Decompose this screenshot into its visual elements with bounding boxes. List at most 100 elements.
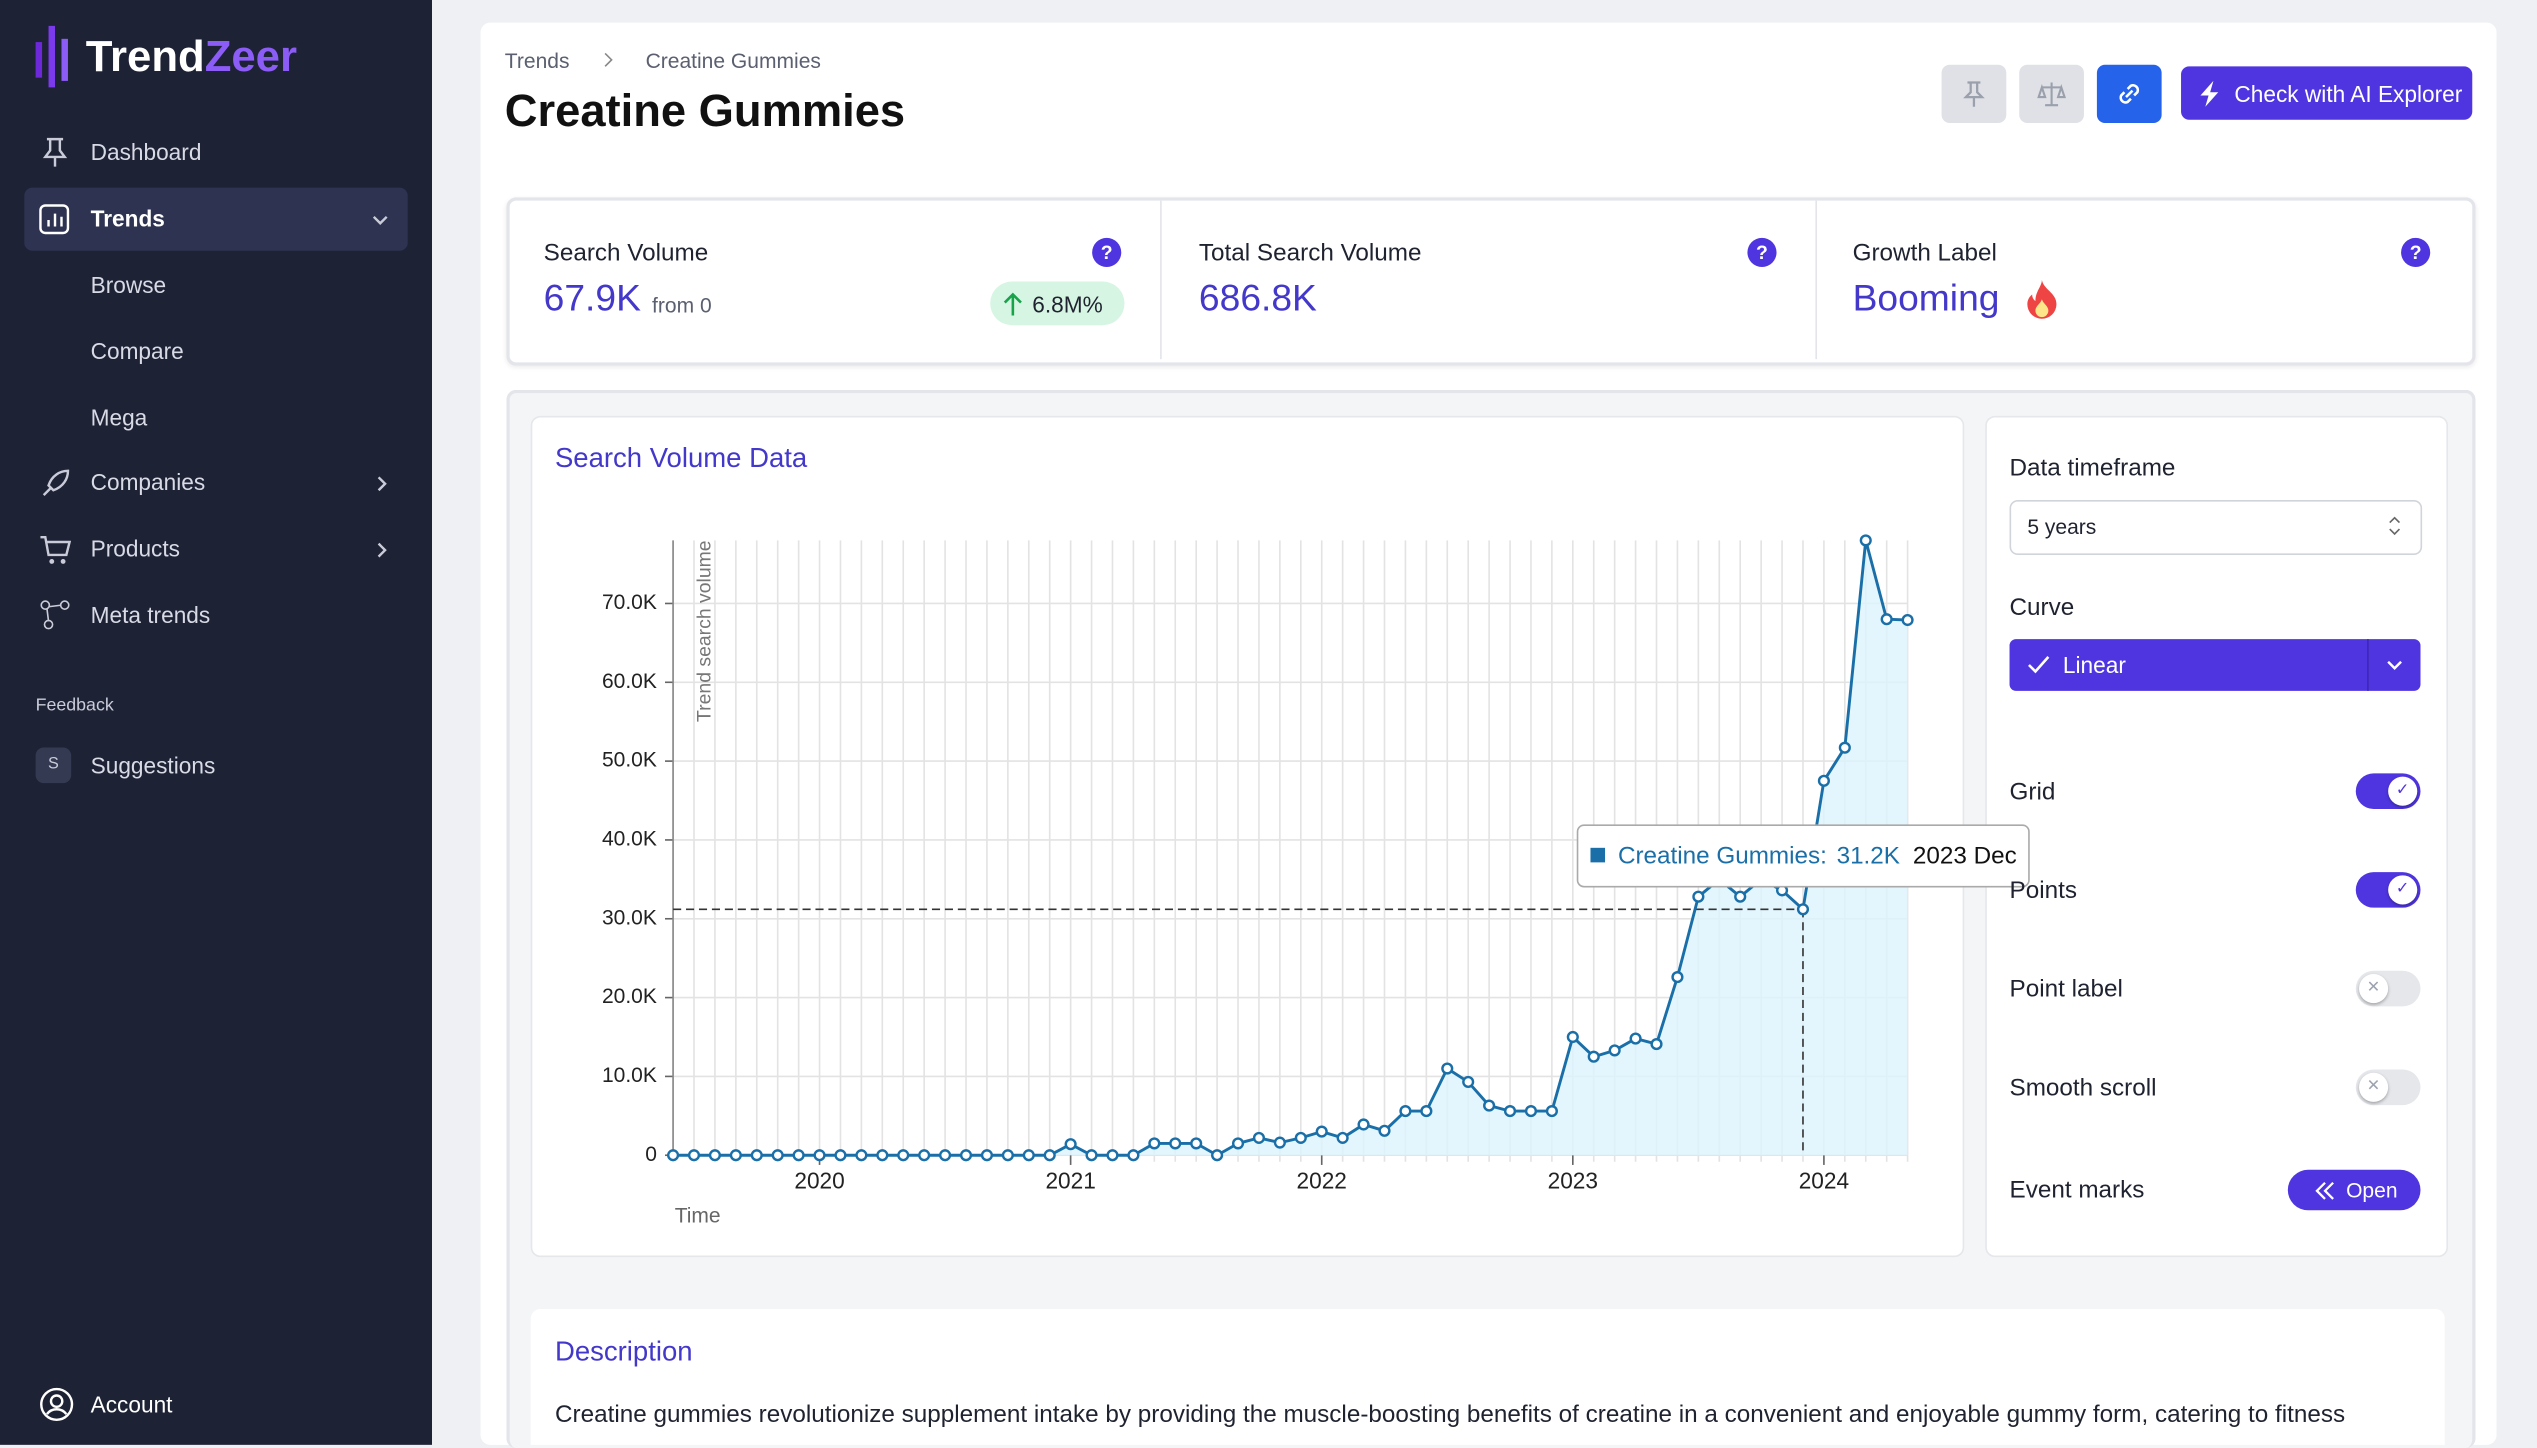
nav-item[interactable]: Trends xyxy=(90,205,165,232)
point xyxy=(1001,1149,1014,1162)
point xyxy=(1315,1125,1328,1138)
point xyxy=(1462,1075,1475,1088)
flame xyxy=(2035,299,2049,318)
tooltip-part: 31.2K xyxy=(1837,843,1900,870)
pin-button[interactable] xyxy=(1941,64,2007,123)
point xyxy=(1671,971,1684,984)
point xyxy=(1503,1105,1517,1118)
point xyxy=(1127,1149,1140,1162)
ai-button[interactable] xyxy=(2181,66,2473,120)
y-tick-label: 70.0K xyxy=(602,591,657,614)
stat-label: Total Search Volume xyxy=(1198,239,1422,267)
nav-item[interactable]: Browse xyxy=(90,271,167,298)
nav-item[interactable]: Mega xyxy=(90,404,148,431)
tooltip-text: Creatine Gummies: 31.2K 2023 Dec xyxy=(1618,843,2017,870)
stat-sub: from 0 xyxy=(652,292,712,318)
logo-icon xyxy=(35,25,68,88)
point xyxy=(939,1149,952,1162)
description-title: Description xyxy=(554,1336,693,1368)
point xyxy=(1085,1149,1098,1162)
divider xyxy=(1815,200,1817,360)
point xyxy=(1190,1137,1203,1150)
description-card xyxy=(530,1308,2445,1445)
tooltip-swatch xyxy=(1590,847,1606,863)
flame xyxy=(2027,279,2057,319)
open-button[interactable] xyxy=(2287,1169,2421,1211)
point xyxy=(1357,1118,1370,1131)
point xyxy=(1441,1062,1454,1075)
toggle-knob: ✕ xyxy=(2359,974,2389,1004)
icon xyxy=(42,137,68,167)
logo-text: Trend xyxy=(85,32,205,81)
icon xyxy=(2028,656,2050,674)
fire-icon xyxy=(2027,279,2057,319)
point xyxy=(1650,1038,1663,1051)
y-tick-label: 20.0K xyxy=(602,985,657,1008)
nav-active[interactable] xyxy=(24,187,408,251)
point xyxy=(834,1149,847,1162)
control-label: Event marks xyxy=(2009,1176,2145,1204)
point xyxy=(980,1149,994,1162)
y-tick-label: 30.0K xyxy=(602,906,657,929)
nav-item[interactable]: Account xyxy=(90,1391,173,1418)
tooltip-part: 2023 Dec xyxy=(1913,843,2017,870)
nav-item[interactable]: Meta trends xyxy=(90,601,211,628)
nav-item[interactable]: Compare xyxy=(90,338,184,365)
nav-item[interactable]: Suggestions xyxy=(90,752,216,779)
curve-select[interactable] xyxy=(2009,639,2421,691)
point xyxy=(1378,1124,1391,1137)
x-tick-label: 2021 xyxy=(1045,1168,1095,1194)
y-tick-label: 10.0K xyxy=(602,1064,657,1087)
point xyxy=(959,1149,973,1162)
nav-item[interactable]: Products xyxy=(90,535,181,562)
nav-item[interactable]: Companies xyxy=(90,469,206,496)
arrow-up xyxy=(1003,292,1022,316)
point xyxy=(1022,1149,1035,1162)
point xyxy=(1064,1138,1077,1151)
point xyxy=(1043,1149,1056,1162)
icon xyxy=(39,204,70,235)
point xyxy=(1901,613,1914,627)
icon xyxy=(2200,80,2219,107)
point xyxy=(876,1149,889,1162)
point xyxy=(813,1149,826,1162)
arrow xyxy=(1003,292,1022,316)
help-icon[interactable]: ? xyxy=(2401,237,2431,267)
point xyxy=(1817,774,1830,787)
point xyxy=(1336,1131,1349,1144)
chevron xyxy=(604,52,613,67)
chevron xyxy=(377,542,387,558)
point xyxy=(1608,1044,1621,1057)
icon xyxy=(2119,84,2140,104)
divider xyxy=(1160,200,1162,360)
icon xyxy=(42,469,70,496)
stat-label: Search Volume xyxy=(543,239,709,267)
icon xyxy=(2389,516,2401,536)
logo[interactable]: TrendZeer xyxy=(86,32,297,82)
badge: S xyxy=(35,747,72,784)
y-tick-label: 40.0K xyxy=(602,828,657,851)
icon xyxy=(2037,82,2067,107)
select-value: 5 years xyxy=(2027,514,2097,539)
tooltip-part: Creatine Gummies: xyxy=(1618,843,1827,870)
section-label: Feedback xyxy=(35,695,114,716)
badge-text: 6.8M% xyxy=(1032,291,1103,318)
button-label: Open xyxy=(2346,1177,2398,1203)
point xyxy=(855,1149,868,1162)
point xyxy=(918,1149,931,1162)
stat-value: 67.9K xyxy=(543,276,641,319)
point xyxy=(1106,1149,1119,1162)
point xyxy=(1734,890,1747,903)
timeframe-select[interactable] xyxy=(2009,499,2423,555)
breadcrumb[interactable]: Trends xyxy=(504,48,570,73)
x-tick-label: 2022 xyxy=(1297,1168,1347,1194)
nav-item[interactable]: Dashboard xyxy=(90,139,202,166)
x-tick-label: 2020 xyxy=(794,1168,844,1194)
help-icon[interactable]: ? xyxy=(1092,237,1122,267)
help-icon[interactable]: ? xyxy=(1747,237,1777,267)
icon xyxy=(2387,660,2402,670)
point xyxy=(1859,534,1872,547)
stats-card xyxy=(506,197,2476,366)
